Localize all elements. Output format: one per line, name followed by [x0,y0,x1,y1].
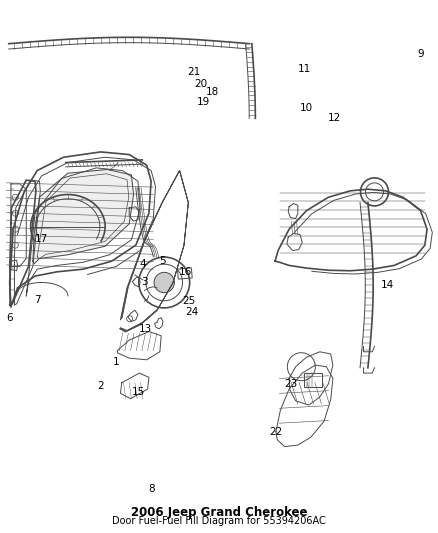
Text: 22: 22 [269,427,283,437]
Polygon shape [33,169,134,264]
Circle shape [154,272,174,293]
Text: 10: 10 [300,103,313,112]
Text: 5: 5 [159,256,166,266]
Text: 24: 24 [185,307,198,317]
Text: 25: 25 [183,296,196,305]
Text: 14: 14 [381,280,394,290]
Text: 9: 9 [417,50,424,59]
Text: 1: 1 [113,358,120,367]
Text: 11: 11 [298,64,311,74]
Text: 7: 7 [34,295,41,304]
Text: 19: 19 [197,98,210,107]
Text: 12: 12 [328,114,341,123]
Text: 13: 13 [139,324,152,334]
Bar [304,373,322,387]
Text: 4: 4 [139,259,146,269]
Text: 20: 20 [194,79,207,89]
Text: 2: 2 [97,382,104,391]
Bar [177,268,192,279]
Text: Door Fuel-Fuel Fill Diagram for 55394206AC: Door Fuel-Fuel Fill Diagram for 55394206… [112,516,326,526]
Text: 16: 16 [179,267,192,277]
Text: 3: 3 [141,278,148,287]
Text: 2006 Jeep Grand Cherokee: 2006 Jeep Grand Cherokee [131,506,307,519]
Text: 21: 21 [187,67,201,77]
Text: 8: 8 [148,484,155,494]
Text: 17: 17 [35,234,48,244]
Text: 23: 23 [284,379,297,389]
Text: 15: 15 [131,387,145,397]
Text: 18: 18 [206,87,219,97]
Text: 6: 6 [6,313,13,322]
